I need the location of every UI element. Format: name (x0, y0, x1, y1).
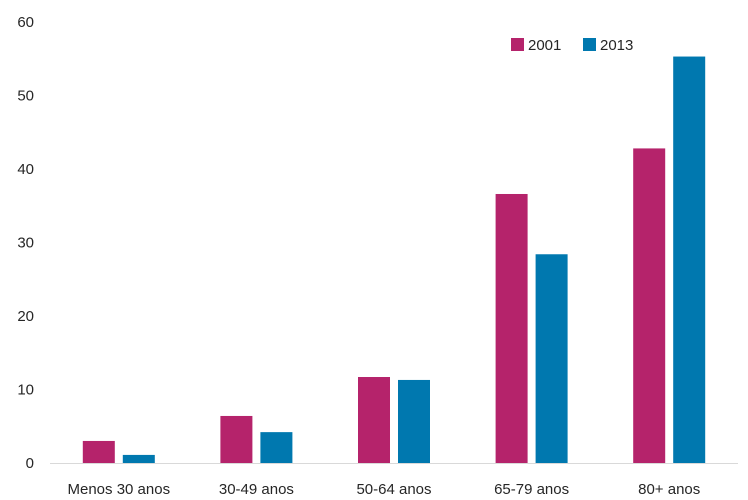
x-category-label: Menos 30 anos (68, 481, 171, 498)
bar-2001-2 (358, 377, 390, 463)
x-category-label: 80+ anos (638, 481, 700, 498)
bar-2013-1 (260, 432, 293, 463)
y-axis-ticks: 0 10 20 30 40 50 60 (17, 14, 34, 472)
y-tick-label: 20 (17, 308, 34, 325)
x-category-label: 30-49 anos (219, 481, 294, 498)
legend: 2001 2013 (511, 37, 633, 54)
bar-2013-3 (535, 254, 568, 463)
x-category-label: 65-79 anos (494, 481, 569, 498)
bar-2001-3 (495, 193, 528, 464)
bars (82, 56, 706, 464)
bar-2013-2 (398, 379, 430, 463)
y-tick-label: 30 (17, 235, 34, 252)
legend-label-2001: 2001 (528, 37, 561, 54)
legend-swatch-2013 (583, 38, 596, 51)
x-axis-labels: Menos 30 anos 30-49 anos 50-64 anos 65-79 a… (68, 481, 701, 498)
legend-label-2013: 2013 (600, 37, 633, 54)
bar-2013-0 (122, 454, 155, 463)
y-tick-label: 40 (17, 161, 34, 178)
bar-2013-4 (673, 56, 706, 464)
bar-2001-1 (220, 415, 253, 463)
bar-2001-0 (82, 440, 115, 463)
y-tick-label: 60 (17, 14, 34, 31)
y-tick-label: 0 (26, 455, 34, 472)
legend-swatch-2001 (511, 38, 524, 51)
y-tick-label: 10 (17, 382, 34, 399)
bar-2001-4 (633, 148, 666, 464)
y-tick-label: 50 (17, 88, 34, 105)
x-category-label: 50-64 anos (356, 481, 431, 498)
